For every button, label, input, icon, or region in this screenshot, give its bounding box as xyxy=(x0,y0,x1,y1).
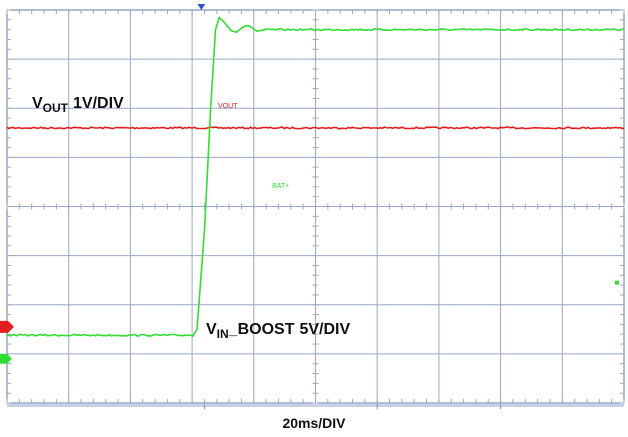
graticule xyxy=(6,9,625,404)
record-timebar xyxy=(7,404,624,407)
traces xyxy=(6,16,625,337)
vin-label-main: V xyxy=(206,321,217,338)
vin-boost-trace xyxy=(6,16,625,337)
timebar xyxy=(7,404,624,409)
vin-boost-scale-label: VIN_BOOST 5V/DIV xyxy=(206,321,351,341)
vout-label-scale: 1V/DIV xyxy=(73,95,124,112)
vin-label-sub: IN xyxy=(216,327,229,341)
channel1-ground-marker xyxy=(0,320,14,333)
vout-label-sub: OUT xyxy=(42,101,69,115)
vout-trace-tag: VOUT xyxy=(218,103,238,110)
channel-markers xyxy=(0,4,619,364)
trigger-level-dot xyxy=(615,280,619,285)
trigger-position-marker xyxy=(197,4,206,10)
channel2-ground-marker xyxy=(0,353,12,364)
bat-trace-tag: BAT+ xyxy=(272,183,290,190)
x-axis-label: 20ms/DIV xyxy=(282,415,346,431)
vout-trace xyxy=(6,126,625,130)
vout-scale-label: VOUT 1V/DIV xyxy=(32,95,124,115)
vin-label-scale: 5V/DIV xyxy=(299,321,351,338)
vin-label-suffix: _BOOST xyxy=(228,321,295,338)
vout-label-main: V xyxy=(32,95,43,112)
